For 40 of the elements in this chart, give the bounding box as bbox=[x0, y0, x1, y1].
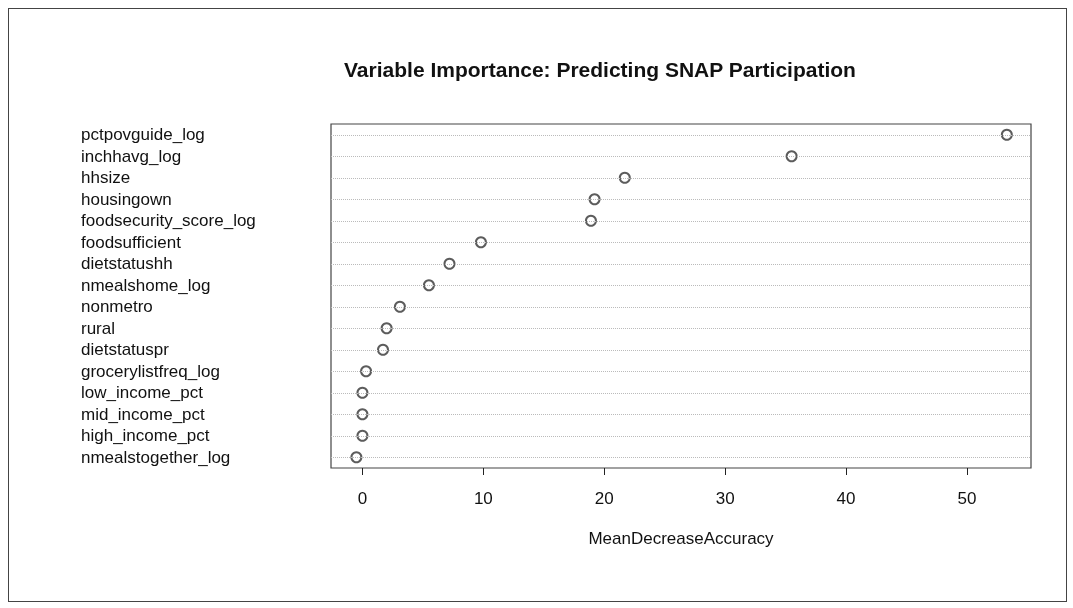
point bbox=[356, 408, 369, 421]
x-axis-title: MeanDecreaseAccuracy bbox=[588, 529, 775, 548]
y-tick-label: hhsize bbox=[81, 168, 131, 188]
point bbox=[588, 193, 601, 206]
y-tick-label: nmealstogether_log bbox=[81, 447, 231, 467]
point bbox=[618, 171, 631, 184]
point bbox=[443, 257, 456, 270]
x-tick-label: 30 bbox=[715, 489, 735, 508]
x-tick-label: 50 bbox=[957, 489, 977, 508]
point bbox=[785, 150, 798, 163]
y-tick-label: nmealshome_log bbox=[81, 275, 211, 295]
y-tick-label: high_income_pct bbox=[81, 426, 210, 446]
point bbox=[474, 236, 487, 249]
point bbox=[422, 279, 435, 292]
y-tick-label: inchhavg_log bbox=[81, 146, 182, 166]
y-tick-label: grocerylistfreq_log bbox=[81, 361, 220, 381]
y-tick-label: pctpovguide_log bbox=[81, 125, 205, 145]
y-tick-label: dietstatushh bbox=[81, 254, 173, 274]
x-tick-label: 0 bbox=[357, 489, 368, 508]
y-tick-label: rural bbox=[81, 318, 116, 338]
point bbox=[356, 386, 369, 399]
x-tick-label: 40 bbox=[836, 489, 856, 508]
point bbox=[1000, 128, 1013, 141]
point bbox=[584, 214, 597, 227]
y-tick-label: mid_income_pct bbox=[81, 404, 206, 424]
y-tick-label: housingown bbox=[81, 189, 172, 209]
y-tick-label: low_income_pct bbox=[81, 383, 204, 403]
point bbox=[393, 300, 406, 313]
x-tick-label: 10 bbox=[473, 489, 493, 508]
y-tick-label: dietstatuspr bbox=[81, 340, 170, 360]
point bbox=[377, 343, 389, 356]
point bbox=[360, 365, 373, 378]
y-tick-label: foodsufficient bbox=[81, 232, 182, 252]
point bbox=[350, 451, 363, 464]
point bbox=[380, 322, 393, 335]
y-tick-label: nonmetro bbox=[81, 297, 153, 317]
y-tick-label: foodsecurity_score_log bbox=[81, 211, 256, 231]
chart-title: Variable Importance: Predicting SNAP Participation bbox=[344, 58, 856, 81]
point bbox=[356, 429, 369, 442]
x-tick-label: 20 bbox=[594, 489, 614, 508]
